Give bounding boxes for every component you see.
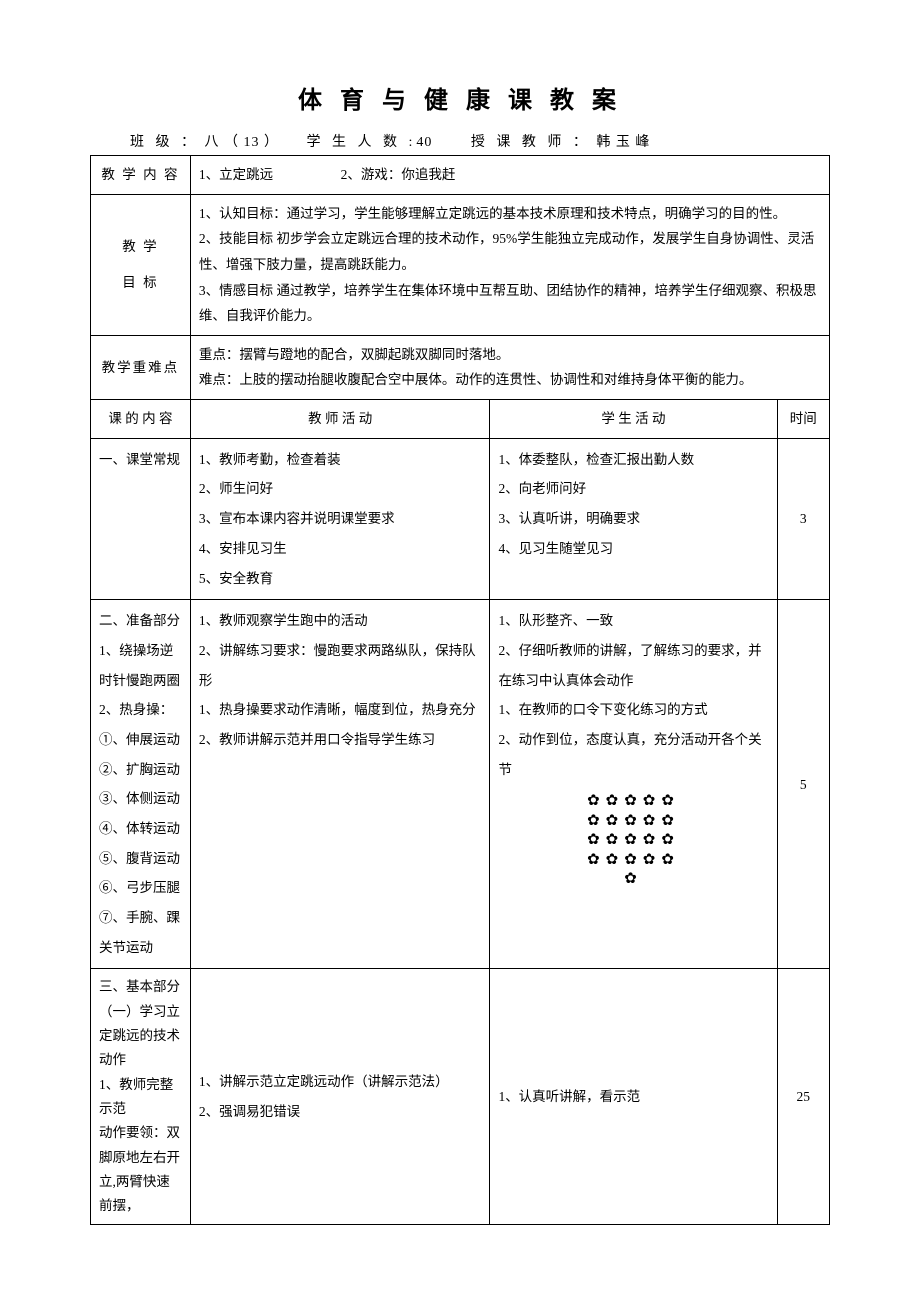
content-line: 三、基本部分 xyxy=(99,975,182,999)
header-student: 学 生 活 动 xyxy=(490,400,777,439)
activity-header-row: 课 的 内 容 教 师 活 动 学 生 活 动 时间 xyxy=(91,400,830,439)
key-difficulty-label: 教学重难点 xyxy=(91,335,191,399)
goal-line: 1、认知目标：通过学习，学生能够理解立定跳远的基本技术原理和技术特点，明确学习的… xyxy=(199,201,821,227)
teacher-value: 韩 玉 峰 xyxy=(596,135,650,150)
table-row: 教学重难点 重点：摆臂与蹬地的配合，双脚起跳双脚同时落地。 难点：上肢的摆动抬腿… xyxy=(91,335,830,399)
teaching-content-cell: 1、立定跳远 2、游戏：你追我赶 xyxy=(190,156,829,195)
page-title: 体 育 与 健 康 课 教 案 xyxy=(90,80,830,115)
header-time: 时间 xyxy=(777,400,829,439)
content-line: 1、教师完整示范 xyxy=(99,1073,182,1122)
content-line: ⑦、手腕、踝关节运动 xyxy=(99,903,182,962)
students-value: 40 xyxy=(416,135,432,150)
teacher-line: 2、教师讲解示范并用口令指导学生练习 xyxy=(199,725,482,755)
activity-row: 二、准备部分 1、绕操场逆时针慢跑两圈 2、热身操： ①、伸展运动 ②、扩胸运动… xyxy=(91,600,830,969)
content-line: （一）学习立定跳远的技术动作 xyxy=(99,1000,182,1073)
lesson-plan-table: 教 学 内 容 1、立定跳远 2、游戏：你追我赶 教 学 目 标 1、认知目标：… xyxy=(90,155,830,1225)
teacher-line: 2、师生问好 xyxy=(199,474,482,504)
student-line: 1、认真听讲解，看示范 xyxy=(498,1082,768,1112)
key-line: 重点：摆臂与蹬地的配合，双脚起跳双脚同时落地。 xyxy=(199,342,821,368)
teaching-content-label: 教 学 内 容 xyxy=(91,156,191,195)
table-row: 教 学 内 容 1、立定跳远 2、游戏：你追我赶 xyxy=(91,156,830,195)
goal-line: 2、技能目标 初步学会立定跳远合理的技术动作，95%学生能独立完成动作，发展学生… xyxy=(199,226,821,277)
content-line: ①、伸展运动 xyxy=(99,725,182,755)
student-line: 2、仔细听教师的讲解，了解练习的要求，并在练习中认真体会动作 xyxy=(498,636,768,695)
content-line: 二、准备部分 xyxy=(99,606,182,636)
teacher-line: 4、安排见习生 xyxy=(199,534,482,564)
meta-line: 班 级 ： 八 （ 13 ） 学 生 人 数 :40 授 课 教 师 ： 韩 玉… xyxy=(130,131,830,151)
student-line: 3、认真听讲，明确要求 xyxy=(498,504,768,534)
activity-student-cell: 1、体委整队，检查汇报出勤人数 2、向老师问好 3、认真听讲，明确要求 4、见习… xyxy=(490,438,777,599)
content-line: ④、体转运动 xyxy=(99,814,182,844)
activity-content-cell: 二、准备部分 1、绕操场逆时针慢跑两圈 2、热身操： ①、伸展运动 ②、扩胸运动… xyxy=(91,600,191,969)
teacher-line: 1、热身操要求动作清晰，幅度到位，热身充分 xyxy=(199,695,482,725)
class-value: 八 （ 13 ） xyxy=(205,135,280,150)
teaching-content-item: 1、立定跳远 xyxy=(199,167,273,182)
content-line: ②、扩胸运动 xyxy=(99,755,182,785)
header-content: 课 的 内 容 xyxy=(91,400,191,439)
activity-row: 一、课堂常规 1、教师考勤，检查着装 2、师生问好 3、宣布本课内容并说明课堂要… xyxy=(91,438,830,599)
teacher-line: 3、宣布本课内容并说明课堂要求 xyxy=(199,504,482,534)
teacher-label: 授 课 教 师 ： xyxy=(471,135,591,150)
student-line: 1、体委整队，检查汇报出勤人数 xyxy=(498,445,768,475)
student-line: 4、见习生随堂见习 xyxy=(498,534,768,564)
student-line: 2、动作到位，态度认真，充分活动开各个关节 xyxy=(498,725,768,784)
content-line: 1、绕操场逆时针慢跑两圈 xyxy=(99,636,182,695)
content-line: 动作要领：双脚原地左右开立,两臂快速前摆， xyxy=(99,1121,182,1218)
goal-line: 3、情感目标 通过教学，培养学生在集体环境中互帮互助、团结协作的精神，培养学生仔… xyxy=(199,278,821,329)
key-difficulty-cell: 重点：摆臂与蹬地的配合，双脚起跳双脚同时落地。 难点：上肢的摆动抬腿收腹配合空中… xyxy=(190,335,829,399)
activity-student-cell: 1、队形整齐、一致 2、仔细听教师的讲解，了解练习的要求，并在练习中认真体会动作… xyxy=(490,600,777,969)
teacher-line: 2、强调易犯错误 xyxy=(199,1097,482,1127)
activity-teacher-cell: 1、教师观察学生跑中的活动 2、讲解练习要求：慢跑要求两路纵队，保持队形 1、热… xyxy=(190,600,490,969)
teaching-content-item: 2、游戏：你追我赶 xyxy=(341,167,456,182)
content-line: ③、体侧运动 xyxy=(99,784,182,814)
teacher-line: 5、安全教育 xyxy=(199,564,482,594)
activity-teacher-cell: 1、讲解示范立定跳远动作（讲解示范法） 2、强调易犯错误 xyxy=(190,969,490,1225)
activity-time-cell: 5 xyxy=(777,600,829,969)
label-line: 教 学 xyxy=(99,234,182,260)
teacher-line: 1、教师考勤，检查着装 xyxy=(199,445,482,475)
content-line: ⑥、弓步压腿 xyxy=(99,873,182,903)
student-line: 1、在教师的口令下变化练习的方式 xyxy=(498,695,768,725)
activity-teacher-cell: 1、教师考勤，检查着装 2、师生问好 3、宣布本课内容并说明课堂要求 4、安排见… xyxy=(190,438,490,599)
student-line: 1、队形整齐、一致 xyxy=(498,606,768,636)
label-line: 目 标 xyxy=(99,270,182,296)
student-line: 2、向老师问好 xyxy=(498,474,768,504)
table-row: 教 学 目 标 1、认知目标：通过学习，学生能够理解立定跳远的基本技术原理和技术… xyxy=(91,194,830,335)
key-line: 难点：上肢的摆动抬腿收腹配合空中展体。动作的连贯性、协调性和对维持身体平衡的能力… xyxy=(199,367,821,393)
content-line: 一、课堂常规 xyxy=(99,445,182,475)
activity-time-cell: 25 xyxy=(777,969,829,1225)
content-line: ⑤、腹背运动 xyxy=(99,844,182,874)
activity-time-cell: 3 xyxy=(777,438,829,599)
formation-diagram: ✿✿✿✿✿✿✿✿✿✿✿✿✿✿✿✿✿✿✿✿✿ xyxy=(498,792,768,890)
class-label: 班 级 ： xyxy=(130,135,199,150)
activity-content-cell: 一、课堂常规 xyxy=(91,438,191,599)
activity-content-cell: 三、基本部分 （一）学习立定跳远的技术动作 1、教师完整示范 动作要领：双脚原地… xyxy=(91,969,191,1225)
teacher-line: 1、教师观察学生跑中的活动 xyxy=(199,606,482,636)
activity-row: 三、基本部分 （一）学习立定跳远的技术动作 1、教师完整示范 动作要领：双脚原地… xyxy=(91,969,830,1225)
teacher-line: 1、讲解示范立定跳远动作（讲解示范法） xyxy=(199,1067,482,1097)
content-line: 2、热身操： xyxy=(99,695,182,725)
teaching-goals-label: 教 学 目 标 xyxy=(91,194,191,335)
activity-student-cell: 1、认真听讲解，看示范 xyxy=(490,969,777,1225)
header-teacher: 教 师 活 动 xyxy=(190,400,490,439)
students-label: 学 生 人 数 : xyxy=(307,135,417,150)
teaching-goals-cell: 1、认知目标：通过学习，学生能够理解立定跳远的基本技术原理和技术特点，明确学习的… xyxy=(190,194,829,335)
teacher-line: 2、讲解练习要求：慢跑要求两路纵队，保持队形 xyxy=(199,636,482,695)
